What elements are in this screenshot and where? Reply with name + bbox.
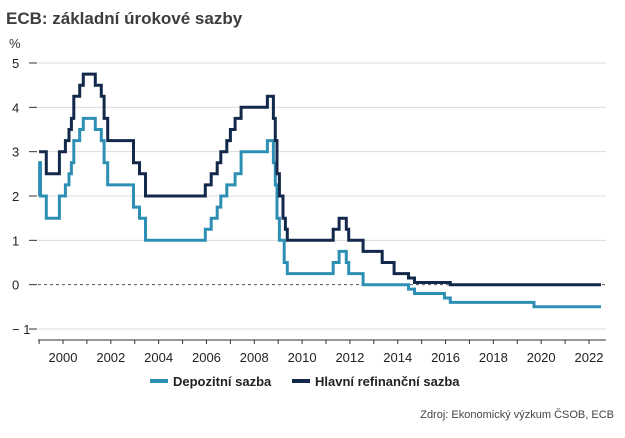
x-tick-label: 2002	[96, 350, 125, 365]
refinancing-rate-line	[39, 72, 601, 287]
x-tick-label: 2018	[479, 350, 508, 365]
deposit-rate-line	[38, 116, 601, 309]
gridlines	[29, 62, 606, 330]
legend-label-deposit: Depozitní sazba	[173, 374, 272, 389]
y-tick-label: 4	[12, 100, 19, 115]
x-tick-label: 2000	[49, 350, 78, 365]
source-note: Zdroj: Ekonomický výzkum ČSOB, ECB	[420, 408, 614, 421]
legend-label-refi: Hlavní refinanční sazba	[315, 374, 460, 389]
x-tick-label: 2008	[240, 350, 269, 365]
series-lines	[38, 72, 601, 309]
x-tick-label: 2020	[527, 350, 556, 365]
x-tick-label: 2022	[575, 350, 604, 365]
y-tick-label: 2	[12, 189, 19, 204]
legend-swatch-deposit	[150, 379, 168, 383]
x-tick-label: 2006	[192, 350, 221, 365]
x-tick-label: 2004	[144, 350, 173, 365]
x-tick-label: 2012	[335, 350, 364, 365]
x-tick-label: 2010	[288, 350, 317, 365]
y-tick-label: 1	[12, 233, 19, 248]
legend-swatch-refi	[292, 379, 310, 383]
x-tick-label: 2014	[383, 350, 412, 365]
y-tick-label: 3	[12, 145, 19, 160]
y-tick-label: 5	[12, 56, 19, 71]
y-tick-label: − 1	[12, 322, 30, 337]
y-tick-labels: 5 4 3 2 1 0 − 1	[12, 56, 30, 337]
x-tick-label: 2016	[431, 350, 460, 365]
legend: Depozitní sazba Hlavní refinanční sazba	[150, 374, 460, 389]
chart-title: ECB: základní úrokové sazby	[6, 9, 243, 28]
y-tick-label: 0	[12, 278, 19, 293]
y-unit-label: %	[9, 36, 21, 51]
x-axis: 2000 2002 2004 2006 2008 2010 2012 2014 2016 2018…	[38, 339, 606, 365]
